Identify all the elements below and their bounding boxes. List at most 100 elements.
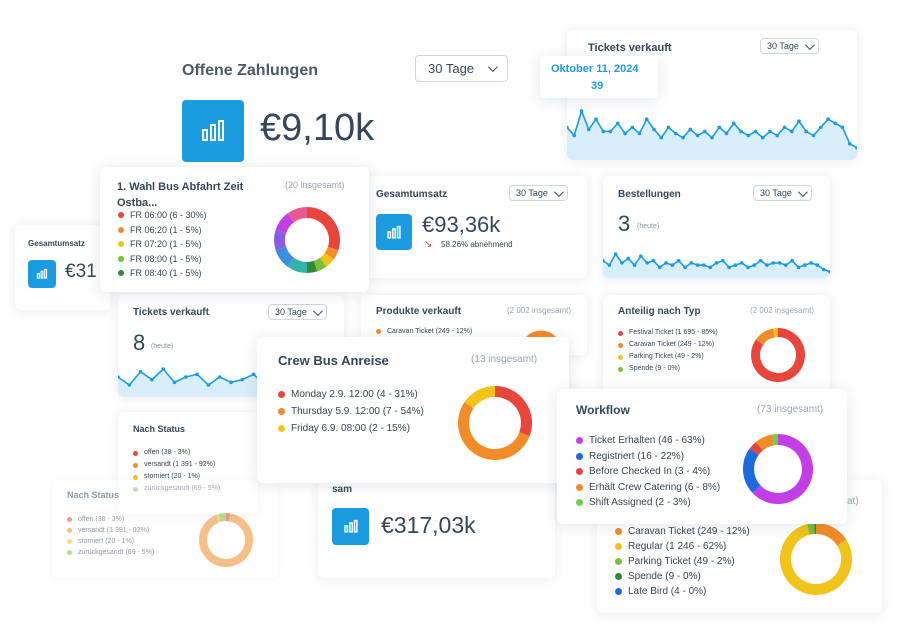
data-point[interactable] bbox=[567, 125, 569, 130]
data-point[interactable] bbox=[739, 129, 743, 134]
data-point[interactable] bbox=[184, 375, 188, 379]
data-point[interactable] bbox=[586, 127, 591, 132]
data-point[interactable] bbox=[659, 135, 664, 140]
data-point[interactable] bbox=[804, 129, 809, 134]
data-point[interactable] bbox=[689, 261, 694, 265]
data-point[interactable] bbox=[127, 383, 132, 387]
data-point[interactable] bbox=[809, 261, 813, 265]
range-select[interactable]: 30 Tage bbox=[509, 185, 568, 201]
data-point[interactable] bbox=[579, 109, 584, 113]
data-point[interactable] bbox=[695, 263, 700, 267]
data-point[interactable] bbox=[613, 252, 618, 256]
data-point[interactable] bbox=[150, 377, 154, 382]
data-point[interactable] bbox=[695, 133, 700, 138]
data-point[interactable] bbox=[673, 131, 678, 136]
data-point[interactable] bbox=[821, 267, 826, 272]
data-point[interactable] bbox=[670, 263, 675, 267]
data-point[interactable] bbox=[623, 131, 627, 136]
data-point[interactable] bbox=[601, 129, 606, 134]
data-point[interactable] bbox=[615, 121, 620, 126]
data-point[interactable] bbox=[717, 125, 722, 130]
data-point[interactable] bbox=[731, 121, 736, 126]
data-point[interactable] bbox=[664, 261, 668, 265]
data-point[interactable] bbox=[746, 265, 750, 270]
data-point[interactable] bbox=[811, 133, 816, 138]
data-point[interactable] bbox=[229, 380, 233, 385]
data-point[interactable] bbox=[637, 131, 642, 136]
legend-item: Spende (9 - 0%) bbox=[615, 569, 750, 584]
data-point[interactable] bbox=[826, 117, 830, 121]
data-point[interactable] bbox=[724, 131, 729, 136]
data-point[interactable] bbox=[790, 258, 794, 263]
legend-label: Regular (1 246 - 62%) bbox=[628, 541, 727, 552]
data-point[interactable] bbox=[632, 263, 637, 267]
data-point[interactable] bbox=[714, 261, 719, 265]
range-select[interactable]: 30 Tage bbox=[268, 304, 327, 320]
data-point[interactable] bbox=[572, 133, 577, 138]
data-point[interactable] bbox=[771, 261, 776, 265]
data-point[interactable] bbox=[683, 265, 687, 270]
data-point[interactable] bbox=[815, 263, 820, 267]
data-point[interactable] bbox=[708, 265, 712, 270]
data-point[interactable] bbox=[721, 258, 725, 263]
data-point[interactable] bbox=[768, 129, 772, 134]
data-point[interactable] bbox=[603, 258, 605, 263]
data-point[interactable] bbox=[688, 127, 693, 132]
data-point[interactable] bbox=[608, 129, 613, 134]
data-point[interactable] bbox=[818, 125, 823, 130]
data-point[interactable] bbox=[710, 135, 714, 140]
data-point[interactable] bbox=[789, 129, 794, 134]
data-point[interactable] bbox=[784, 263, 788, 267]
data-point[interactable] bbox=[217, 375, 222, 379]
data-point[interactable] bbox=[758, 258, 763, 263]
data-point[interactable] bbox=[206, 383, 211, 387]
data-point[interactable] bbox=[855, 146, 857, 150]
data-point[interactable] bbox=[639, 254, 643, 259]
data-point[interactable] bbox=[161, 367, 165, 371]
data-point[interactable] bbox=[796, 265, 801, 270]
data-point[interactable] bbox=[240, 377, 245, 382]
data-point[interactable] bbox=[651, 258, 656, 263]
data-point[interactable] bbox=[702, 129, 707, 134]
legend-item: Spende (9 - 0%) bbox=[618, 363, 718, 375]
data-point[interactable] bbox=[702, 263, 706, 267]
data-point[interactable] bbox=[752, 263, 757, 267]
range-select[interactable]: 30 Tage bbox=[753, 185, 812, 201]
data-point[interactable] bbox=[620, 261, 624, 265]
data-point[interactable] bbox=[607, 263, 612, 267]
data-point[interactable] bbox=[760, 135, 765, 140]
data-point[interactable] bbox=[251, 372, 256, 377]
data-point[interactable] bbox=[172, 380, 177, 385]
data-point[interactable] bbox=[797, 119, 801, 124]
data-point[interactable] bbox=[777, 261, 782, 265]
data-point[interactable] bbox=[681, 135, 685, 140]
data-point[interactable] bbox=[733, 263, 738, 267]
data-point[interactable] bbox=[630, 125, 635, 130]
data-point[interactable] bbox=[847, 141, 852, 146]
data-point[interactable] bbox=[782, 125, 787, 130]
data-point[interactable] bbox=[840, 125, 845, 130]
data-point[interactable] bbox=[775, 133, 780, 138]
data-point[interactable] bbox=[652, 127, 656, 132]
data-point[interactable] bbox=[645, 261, 649, 265]
data-point[interactable] bbox=[118, 375, 120, 379]
data-point[interactable] bbox=[644, 117, 649, 121]
range-select[interactable]: 30 Tage bbox=[415, 55, 509, 82]
data-point[interactable] bbox=[802, 263, 807, 267]
data-point[interactable] bbox=[833, 121, 838, 126]
data-point[interactable] bbox=[828, 269, 830, 274]
data-point[interactable] bbox=[138, 369, 143, 374]
data-point[interactable] bbox=[765, 263, 769, 267]
data-point[interactable] bbox=[739, 261, 744, 265]
data-point[interactable] bbox=[666, 125, 671, 130]
data-point[interactable] bbox=[626, 256, 631, 261]
data-point[interactable] bbox=[676, 258, 681, 263]
data-point[interactable] bbox=[594, 117, 598, 121]
line-area bbox=[603, 254, 830, 278]
data-point[interactable] bbox=[195, 372, 199, 377]
data-point[interactable] bbox=[727, 265, 731, 270]
data-point[interactable] bbox=[746, 133, 751, 138]
range-select[interactable]: 30 Tage bbox=[760, 38, 819, 54]
data-point[interactable] bbox=[657, 265, 662, 270]
data-point[interactable] bbox=[753, 129, 758, 134]
